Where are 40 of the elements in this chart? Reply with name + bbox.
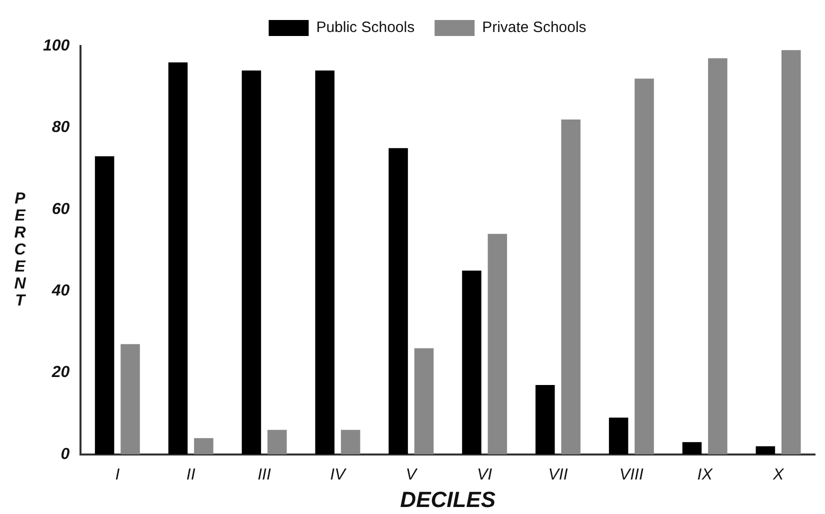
bar: [608, 418, 628, 454]
bar: [267, 430, 287, 454]
bar: [488, 234, 508, 454]
bar: [708, 58, 728, 454]
bar: [756, 446, 776, 454]
x-tick-label: VIII: [619, 466, 644, 484]
y-tick-label: 20: [50, 364, 70, 382]
bar: [782, 50, 801, 454]
y-tick-label: 80: [52, 119, 70, 136]
x-tick-label: IV: [330, 466, 347, 484]
y-axis-title: PERCENT: [14, 190, 27, 310]
x-tick-label: V: [406, 466, 418, 484]
y-tick-label: 40: [50, 282, 70, 300]
bar: [561, 120, 580, 454]
bar: [120, 344, 140, 454]
bar: [242, 70, 262, 454]
y-tick-label: 0: [60, 446, 70, 463]
legend-label: Private Schools: [482, 19, 586, 36]
bar: [682, 442, 702, 454]
bar: [94, 156, 114, 454]
bar: [388, 148, 408, 454]
y-tick-label: 60: [52, 200, 70, 218]
bar: [414, 348, 434, 454]
x-tick-label: IX: [697, 466, 714, 484]
x-tick-label: VI: [477, 466, 493, 484]
legend-label: Public Schools: [316, 19, 415, 36]
x-tick-label: I: [115, 466, 120, 484]
x-tick-label: VII: [548, 466, 568, 484]
bar: [462, 270, 482, 454]
bar: [168, 62, 188, 454]
bar: [194, 438, 214, 454]
x-tick-label: II: [186, 466, 196, 484]
y-tick-label: 100: [42, 37, 70, 54]
bar: [315, 70, 334, 454]
bar: [536, 384, 555, 454]
x-tick-label: III: [258, 466, 272, 484]
bar: [634, 78, 654, 454]
x-tick-label: X: [772, 466, 785, 484]
bar: [340, 430, 360, 454]
x-axis-title: DECILES: [400, 486, 496, 512]
